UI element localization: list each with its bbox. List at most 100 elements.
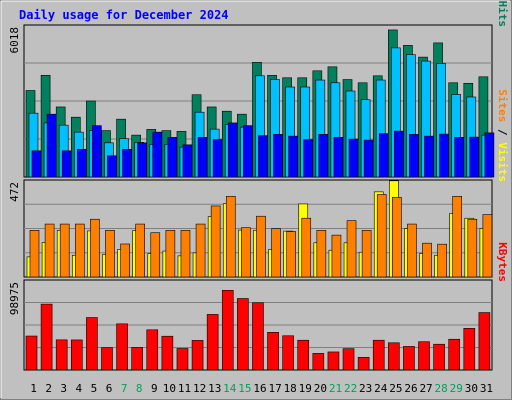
bar-kbytes-day-11 [176, 348, 189, 371]
bar-kbytes-day-22 [342, 348, 355, 371]
bar-kbytes-day-16 [252, 302, 264, 371]
bar-kbytes-day-7 [116, 323, 128, 371]
bar-sites-day-21 [331, 234, 342, 278]
bar-kbytes-day-15 [237, 298, 249, 371]
bar-kbytes-day-25 [388, 342, 400, 371]
x-tick-day-15: 15 [238, 382, 251, 395]
legend-entry: Hits [496, 1, 509, 28]
bar-pages-day-6 [107, 155, 117, 178]
bar-pages-day-8 [137, 142, 147, 178]
bar-pages-day-20 [318, 134, 329, 178]
bar-sites-day-9 [150, 232, 161, 278]
bar-pages-day-13 [212, 139, 223, 178]
bar-kbytes-day-13 [206, 314, 219, 371]
bar-kbytes-day-5 [86, 317, 98, 371]
x-tick-day-4: 4 [76, 382, 83, 395]
legend-entry: / [496, 0, 509, 1]
x-tick-day-1: 1 [30, 382, 37, 395]
bar-pages-day-3 [61, 150, 72, 178]
x-tick-day-18: 18 [284, 382, 297, 395]
bar-pages-day-4 [76, 149, 87, 178]
bar-kbytes-day-10 [161, 335, 174, 371]
bar-pages-day-31 [484, 132, 495, 178]
bar-kbytes-day-2 [40, 303, 53, 371]
bar-pages-day-24 [378, 133, 389, 178]
x-tick-day-30: 30 [465, 382, 478, 395]
bar-kbytes-day-30 [463, 328, 476, 371]
bar-sites-day-26 [407, 223, 417, 278]
bar-pages-day-14 [227, 122, 238, 178]
legend-entry: / [496, 122, 509, 142]
bar-sites-day-12 [195, 223, 206, 278]
bar-sites-day-30 [467, 218, 478, 278]
bar-pages-day-7 [122, 149, 132, 178]
bar-sites-day-3 [59, 223, 70, 278]
bar-sites-day-23 [361, 230, 372, 278]
bar-sites-day-29 [452, 195, 463, 278]
x-tick-day-9: 9 [151, 382, 158, 395]
legend-entry: KBytes [496, 242, 509, 282]
bar-kbytes-day-29 [448, 338, 461, 371]
bar-sites-day-19 [301, 217, 312, 278]
x-axis-day-labels: 1 2 3 4 5 6 7 8 9 10 11 12 13 14 15 16 17 18 19 20 21 22 23 24 2… [30, 382, 493, 395]
x-tick-day-22: 22 [344, 382, 357, 395]
x-tick-day-25: 25 [389, 382, 402, 395]
bar-pages-day-5 [92, 125, 102, 178]
x-tick-day-28: 28 [435, 382, 448, 395]
x-tick-day-6: 6 [106, 382, 113, 395]
panel-hits-files-pages: 6018 Pages / Files / Hits [8, 0, 509, 178]
bar-kbytes-day-20 [312, 353, 325, 371]
x-tick-day-13: 13 [208, 382, 221, 395]
bar-kbytes-day-9 [146, 329, 159, 371]
panel-visits-sites: 472 Sites / Visits [8, 89, 509, 278]
bar-kbytes-day-23 [357, 356, 370, 371]
bar-kbytes-day-3 [55, 339, 68, 371]
bar-kbytes-day-24 [372, 339, 385, 371]
bar-kbytes-day-8 [131, 347, 143, 371]
bar-kbytes-day-18 [282, 335, 294, 371]
bar-kbytes-day-12 [191, 340, 204, 371]
panel-kbytes: 98975 KBytes [8, 242, 509, 371]
x-tick-day-12: 12 [193, 382, 206, 395]
bar-sites-day-2 [44, 223, 55, 278]
legend-entry: Sites [496, 89, 509, 122]
bar-pages-day-17 [273, 134, 283, 178]
bar-sites-day-18 [286, 231, 296, 278]
bar-sites-day-27 [422, 242, 432, 278]
bar-kbytes-day-4 [70, 339, 83, 371]
bar-pages-day-9 [152, 131, 163, 178]
bar-pages-day-19 [303, 139, 314, 178]
bar-kbytes-day-26 [403, 346, 415, 371]
x-tick-day-31: 31 [480, 382, 493, 395]
bar-pages-day-16 [258, 135, 268, 178]
bar-pages-day-25 [394, 130, 404, 178]
bar-sites-day-13 [210, 205, 221, 278]
x-tick-day-7: 7 [121, 382, 128, 395]
y-max-label: 472 [8, 182, 21, 202]
x-tick-day-16: 16 [253, 382, 266, 395]
x-tick-day-21: 21 [329, 382, 342, 395]
series-legend: Sites / Visits [496, 89, 509, 182]
x-tick-day-14: 14 [223, 382, 237, 395]
bar-sites-day-22 [346, 220, 357, 278]
bar-kbytes-day-21 [327, 351, 340, 371]
bar-sites-day-14 [225, 195, 236, 278]
x-tick-day-20: 20 [314, 382, 327, 395]
bar-pages-day-28 [439, 133, 449, 178]
bar-pages-day-21 [333, 137, 344, 178]
x-tick-day-19: 19 [299, 382, 312, 395]
bar-kbytes-day-19 [297, 339, 310, 371]
bar-pages-day-23 [363, 139, 374, 178]
bar-pages-day-11 [182, 144, 193, 178]
series-sites [29, 194, 493, 278]
legend-entry: Visits [496, 142, 509, 182]
bar-sites-day-15 [241, 227, 251, 278]
x-tick-day-3: 3 [60, 382, 67, 395]
bar-pages-day-29 [454, 137, 465, 178]
bar-sites-day-20 [316, 230, 327, 278]
bar-sites-day-17 [271, 228, 281, 278]
x-tick-day-24: 24 [374, 382, 388, 395]
bar-sites-day-1 [29, 230, 40, 278]
bar-kbytes-day-14 [221, 290, 234, 371]
bar-pages-day-12 [197, 137, 208, 178]
